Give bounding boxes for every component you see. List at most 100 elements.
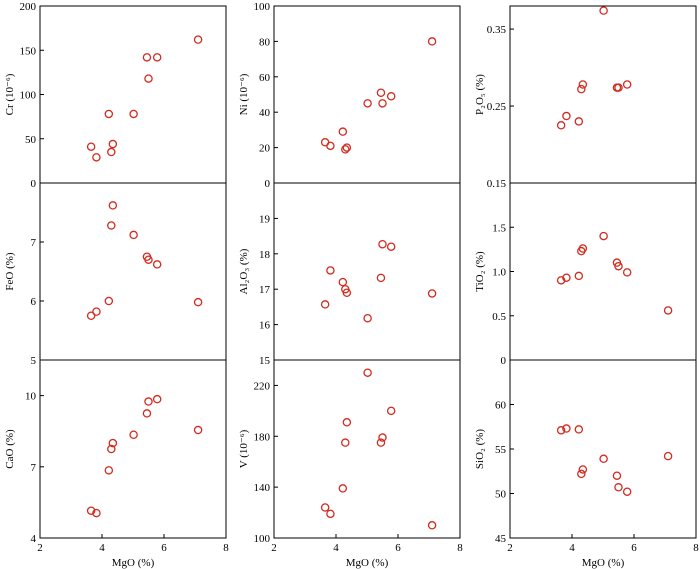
data-point	[376, 273, 386, 283]
data-point	[556, 426, 566, 435]
data-point	[363, 368, 372, 377]
data-point	[144, 74, 153, 83]
data-point	[320, 300, 330, 309]
data-point	[86, 311, 96, 320]
data-point	[326, 141, 335, 151]
data-point	[622, 80, 632, 89]
y-tick-label: 0.5	[492, 311, 506, 323]
data-point	[574, 117, 584, 126]
data-point	[599, 231, 608, 241]
data-point	[376, 88, 386, 97]
data-point	[86, 506, 96, 515]
data-point	[341, 145, 350, 154]
data-point	[562, 273, 571, 282]
x-tick-label: 8	[223, 542, 229, 554]
x-tick-label: 6	[631, 542, 637, 554]
data-point	[92, 508, 101, 518]
data-point	[577, 84, 586, 94]
x-tick-label: 8	[693, 542, 699, 554]
x-tick-label: 2	[507, 542, 513, 554]
y-axis-title: Cr (10⁻⁶)	[4, 73, 16, 115]
data-point	[108, 438, 118, 448]
data-point	[599, 6, 608, 15]
data-point	[142, 53, 152, 62]
panel-v: 100 140 180 220 2 4 6 8 V (10⁻⁶) MgO (%)	[238, 359, 463, 569]
data-point	[386, 406, 396, 416]
data-point	[193, 297, 203, 307]
data-point	[663, 306, 673, 315]
y-axis-title: SiO₂ (%)	[474, 429, 486, 470]
panel-feo: 5 6 7 FeO (%)	[4, 182, 227, 367]
y-tick-label: 55	[495, 444, 507, 456]
data-point	[193, 35, 203, 44]
data-point	[622, 487, 632, 496]
y-tick-label: 19	[259, 213, 271, 225]
y-tick-label: 140	[254, 482, 271, 494]
y-axis-title: P₂O₅ (%)	[474, 74, 486, 115]
data-point	[338, 127, 348, 136]
y-tick-label: 7	[31, 462, 37, 474]
data-point	[578, 465, 588, 474]
y-tick-label: 60	[495, 400, 507, 412]
y-tick-label: 5	[31, 355, 37, 367]
data-point	[363, 99, 372, 108]
data-point	[578, 80, 588, 89]
data-point	[577, 469, 586, 479]
data-point	[320, 138, 330, 147]
data-point	[562, 424, 571, 433]
y-tick-label: 1.5	[492, 222, 506, 234]
y-tick-label: 15	[259, 355, 271, 367]
panel-ni: 0 20 40 60 80 100 Ni (10⁻⁶)	[238, 1, 461, 190]
x-tick-label: 6	[395, 542, 401, 554]
data-point	[574, 271, 584, 281]
y-tick-label: 45	[495, 533, 507, 545]
data-point	[107, 444, 116, 454]
data-point	[342, 288, 352, 297]
y-tick-label: 100	[254, 1, 271, 13]
x-axis-title: MgO (%)	[112, 557, 155, 569]
y-tick-label: 4	[31, 533, 37, 545]
x-tick-label: 4	[99, 542, 105, 554]
data-point	[129, 230, 138, 240]
data-point	[578, 244, 588, 253]
data-point	[341, 438, 350, 447]
data-point	[92, 307, 101, 316]
data-point	[622, 268, 632, 277]
data-point	[378, 99, 387, 108]
data-point	[104, 109, 114, 119]
data-point	[152, 53, 162, 62]
y-tick-label: 100	[254, 533, 271, 545]
data-point	[386, 242, 396, 251]
data-point	[104, 296, 114, 306]
data-point	[614, 261, 623, 271]
y-tick-label: 0	[31, 178, 37, 190]
plot-frame	[273, 182, 461, 361]
data-point	[144, 255, 153, 264]
data-point	[378, 433, 387, 442]
data-point	[614, 83, 623, 92]
plot-frame	[509, 5, 697, 184]
x-axis-title: MgO (%)	[346, 557, 389, 569]
plot-frame	[509, 359, 697, 539]
data-point	[129, 430, 138, 440]
data-point	[427, 521, 437, 530]
x-axis-title: MgO (%)	[582, 557, 625, 569]
plot-frame	[39, 182, 227, 361]
panel-al-o: 15 16 17 18 19 Al₂O₃ (%)	[238, 182, 461, 367]
plot-frame	[273, 5, 461, 184]
y-axis-title: CaO (%)	[4, 429, 16, 469]
y-axis-title: Ni (10⁻⁶)	[238, 73, 250, 115]
data-point	[152, 394, 162, 404]
y-axis-title: FeO (%)	[4, 252, 16, 291]
data-point	[320, 503, 330, 512]
panel-p-o: 0.15 0.25 0.35 P₂O₅ (%)	[474, 5, 697, 190]
y-tick-label: 1.0	[492, 267, 506, 279]
y-tick-label: 200	[20, 1, 37, 13]
data-point	[338, 277, 348, 287]
y-tick-label: 50	[25, 134, 37, 146]
panel-sio: 45 50 55 60 2 4 6 8 SiO₂ (%) MgO (%)	[474, 359, 699, 569]
data-point	[612, 471, 622, 480]
data-point	[129, 109, 138, 119]
plot-frame	[509, 182, 697, 361]
